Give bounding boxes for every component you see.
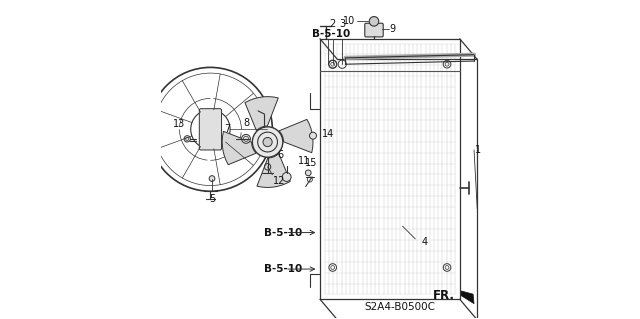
Text: 6: 6	[277, 150, 284, 160]
Text: 7: 7	[224, 124, 230, 134]
Circle shape	[241, 134, 250, 143]
Text: 12: 12	[273, 176, 285, 186]
FancyBboxPatch shape	[365, 23, 383, 37]
Circle shape	[305, 170, 311, 176]
Circle shape	[369, 17, 379, 26]
Circle shape	[252, 127, 283, 157]
Text: 4: 4	[422, 237, 428, 247]
Text: 14: 14	[321, 129, 334, 139]
Circle shape	[263, 137, 272, 147]
Text: FR.: FR.	[433, 289, 455, 302]
Text: 5: 5	[209, 195, 215, 204]
Circle shape	[184, 136, 191, 142]
Text: 13: 13	[173, 119, 186, 129]
Text: B-5-10: B-5-10	[312, 29, 350, 39]
Polygon shape	[245, 97, 278, 130]
Polygon shape	[279, 119, 313, 153]
Text: 3: 3	[339, 19, 346, 29]
FancyBboxPatch shape	[199, 109, 221, 150]
Polygon shape	[222, 131, 256, 165]
Text: B-5-10: B-5-10	[264, 264, 303, 274]
Text: 15: 15	[305, 159, 317, 168]
Text: B-5-10: B-5-10	[264, 227, 303, 238]
Circle shape	[282, 173, 291, 182]
Text: 2: 2	[330, 19, 336, 29]
Text: S2A4-B0500C: S2A4-B0500C	[364, 302, 435, 312]
Text: 11: 11	[298, 156, 310, 166]
Circle shape	[310, 132, 317, 139]
Text: 8: 8	[243, 118, 249, 128]
Circle shape	[209, 176, 215, 182]
Polygon shape	[257, 153, 291, 188]
Text: 1: 1	[475, 145, 481, 155]
FancyBboxPatch shape	[254, 108, 264, 118]
Text: 10: 10	[343, 16, 356, 26]
Text: 9: 9	[390, 24, 396, 34]
Polygon shape	[460, 291, 474, 304]
